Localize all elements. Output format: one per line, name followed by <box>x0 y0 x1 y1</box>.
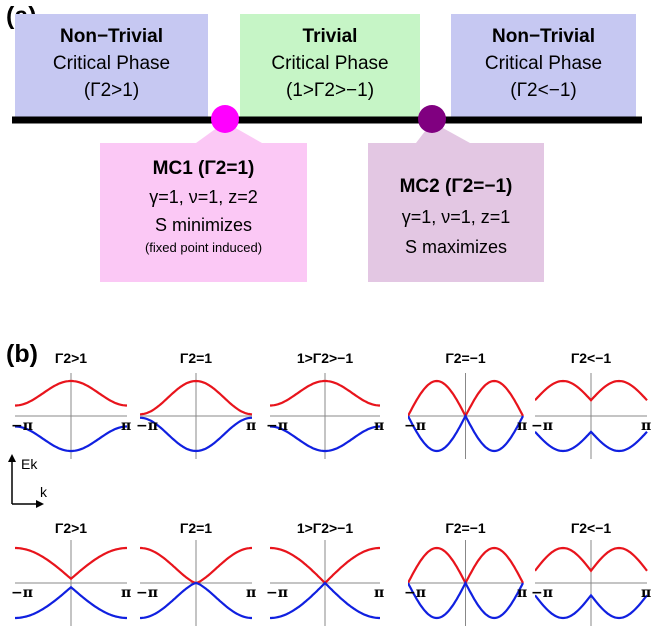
tick-minus-pi: −π <box>11 585 33 601</box>
lower-band <box>270 425 380 453</box>
phase-line: Critical Phase <box>484 53 603 74</box>
upper-band <box>15 546 127 581</box>
tick-minus-pi: −π <box>404 585 426 601</box>
upper-band <box>535 379 648 402</box>
mc2-exponents: γ=1, ν=1, z=1 <box>401 207 511 227</box>
mc1-note: (fixed point induced) <box>144 240 263 255</box>
band-plot-title: Γ2>1 <box>54 350 88 366</box>
phase-condition: (Γ2>1) <box>83 80 140 101</box>
tick-minus-pi: −π <box>136 585 158 601</box>
mc2-entropy: S maximizes <box>404 237 507 257</box>
band-plot-title: Γ2>1 <box>54 520 88 536</box>
band-plot <box>270 373 380 459</box>
mc1-text: MC1 (Γ2=1) γ=1, ν=1, z=2 S minimizes (fi… <box>100 158 307 255</box>
upper-band <box>535 546 648 573</box>
band-plot <box>408 373 524 459</box>
upper-band <box>15 379 127 407</box>
tick-minus-pi: −π <box>266 418 288 434</box>
lower-band <box>535 430 648 453</box>
band-plot-title: 1>Γ2>−1 <box>296 520 354 536</box>
band-plot-title: Γ2<−1 <box>570 520 612 536</box>
band-plot-title: Γ2=1 <box>179 520 213 536</box>
phase-condition: (1>Γ2>−1) <box>285 80 375 101</box>
band-plot-title: 1>Γ2>−1 <box>296 350 354 366</box>
tick-minus-pi: −π <box>266 585 288 601</box>
mc1-entropy: S minimizes <box>154 215 252 235</box>
lower-band <box>15 585 127 620</box>
phase-condition: (Γ2<−1) <box>510 80 577 101</box>
band-plot-title: Γ2=−1 <box>445 350 486 366</box>
lower-band <box>140 581 252 620</box>
phase-box-nontrivial-left: Non−Trivial Critical Phase (Γ2>1) <box>15 14 208 117</box>
axis-label-k: k <box>40 484 47 500</box>
tick-pi: π <box>121 585 132 601</box>
tick-pi: π <box>374 418 385 434</box>
tick-pi: π <box>641 418 652 434</box>
tick-pi: π <box>121 418 132 434</box>
phase-line: Critical Phase <box>271 53 389 74</box>
tick-minus-pi: −π <box>404 418 426 434</box>
band-plot <box>535 373 648 459</box>
phase-title: Trivial <box>302 26 358 47</box>
band-plot <box>140 540 252 626</box>
phase-diagram-svg <box>12 105 642 282</box>
tick-pi: π <box>246 585 257 601</box>
upper-band <box>140 379 253 416</box>
tick-minus-pi: −π <box>11 418 33 434</box>
lower-band <box>535 593 648 620</box>
mc2-callout <box>368 122 544 282</box>
tick-pi: π <box>641 585 652 601</box>
tick-minus-pi: −π <box>531 418 553 434</box>
tick-minus-pi: −π <box>136 418 158 434</box>
band-plot <box>15 540 127 626</box>
mc1-callout <box>100 122 307 282</box>
tick-pi: π <box>517 418 528 434</box>
lower-band <box>408 580 524 620</box>
tick-minus-pi: −π <box>531 585 553 601</box>
band-plot <box>140 373 253 459</box>
band-plot <box>15 373 127 459</box>
band-plot-title: Γ2=−1 <box>445 520 486 536</box>
lower-band <box>408 413 524 453</box>
mc2-dot <box>418 105 446 133</box>
tick-pi: π <box>517 585 528 601</box>
phase-title: Non−Trivial <box>60 26 163 47</box>
phase-box-nontrivial-right: Non−Trivial Critical Phase (Γ2<−1) <box>451 14 636 117</box>
mc1-title: MC1 (Γ2=1) <box>152 158 255 179</box>
band-plot <box>270 540 380 626</box>
phase-box-trivial: Trivial Critical Phase (1>Γ2>−1) <box>240 14 420 117</box>
tick-pi: π <box>246 418 257 434</box>
mc1-exponents: γ=1, ν=1, z=2 <box>149 187 258 207</box>
phase-title: Non−Trivial <box>492 26 595 47</box>
mc2-text: MC2 (Γ2=−1) γ=1, ν=1, z=1 S maximizes <box>368 176 544 258</box>
upper-band <box>270 379 380 407</box>
mc1-dot <box>211 105 239 133</box>
band-plot <box>535 540 648 626</box>
panel-b-label: (b) <box>6 340 38 368</box>
band-plot-title: Γ2<−1 <box>570 350 612 366</box>
tick-pi: π <box>374 585 385 601</box>
axis-legend-svg <box>8 454 44 508</box>
lower-band <box>15 425 127 453</box>
lower-band <box>140 416 252 453</box>
lower-band <box>270 581 380 620</box>
band-plot <box>408 540 524 626</box>
phase-line: Critical Phase <box>52 53 171 74</box>
mc2-title: MC2 (Γ2=−1) <box>399 176 513 197</box>
axis-label-energy: Ek <box>21 456 38 472</box>
band-plot-title: Γ2=1 <box>179 350 213 366</box>
